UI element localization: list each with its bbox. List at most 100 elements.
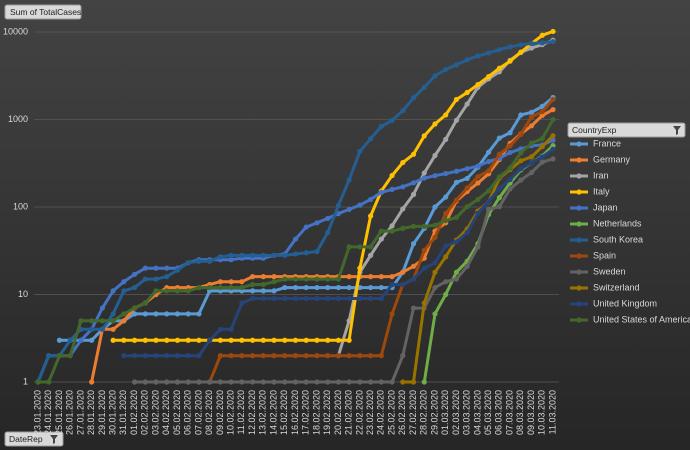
data-point bbox=[443, 254, 449, 260]
data-point bbox=[56, 337, 63, 343]
data-point bbox=[153, 288, 159, 294]
data-point bbox=[67, 337, 73, 343]
x-tick-label: 19.02.2020 bbox=[322, 390, 332, 435]
data-point bbox=[432, 152, 438, 159]
data-point bbox=[464, 229, 470, 236]
legend-swatch-marker bbox=[576, 237, 582, 243]
data-point bbox=[528, 140, 535, 146]
data-point bbox=[539, 154, 545, 160]
legend-field-button[interactable]: CountryExp bbox=[567, 122, 686, 138]
value-field-label: Sum of TotalCases bbox=[10, 7, 81, 17]
data-point bbox=[185, 353, 191, 359]
data-point bbox=[121, 337, 127, 343]
data-point bbox=[121, 288, 127, 294]
x-tick-label: 04.02.2020 bbox=[161, 390, 171, 435]
data-point bbox=[464, 263, 470, 269]
legend-swatch-marker bbox=[576, 269, 582, 275]
data-point bbox=[282, 337, 288, 343]
data-point bbox=[131, 311, 138, 317]
data-point bbox=[507, 149, 513, 156]
data-point bbox=[475, 244, 481, 250]
data-point bbox=[550, 116, 556, 123]
legend-swatch-marker bbox=[576, 173, 582, 179]
data-point bbox=[486, 50, 492, 56]
data-point bbox=[239, 279, 245, 285]
data-point bbox=[432, 269, 438, 275]
axis-field-button[interactable]: DateRep bbox=[4, 431, 64, 447]
data-point bbox=[217, 337, 223, 343]
data-point bbox=[260, 274, 266, 280]
legend-label: France bbox=[593, 138, 621, 148]
series bbox=[121, 146, 556, 359]
data-point bbox=[539, 135, 545, 142]
data-point bbox=[550, 107, 556, 113]
x-tick-label: 11.03.2020 bbox=[547, 390, 557, 434]
data-point bbox=[518, 166, 524, 172]
legend-swatch-marker bbox=[576, 221, 582, 227]
data-point bbox=[164, 353, 170, 359]
data-point bbox=[507, 143, 513, 149]
legend-swatch-marker bbox=[576, 141, 582, 147]
data-point bbox=[400, 206, 406, 212]
data-point bbox=[271, 295, 277, 302]
x-tick-label: 16.02.2020 bbox=[290, 390, 300, 435]
data-point bbox=[421, 170, 427, 176]
data-point bbox=[185, 288, 191, 294]
data-point bbox=[389, 228, 395, 234]
data-point bbox=[464, 89, 470, 96]
data-point bbox=[153, 337, 159, 343]
data-point bbox=[453, 269, 460, 275]
data-point bbox=[174, 267, 181, 273]
data-point bbox=[249, 353, 256, 359]
filter-icon bbox=[673, 126, 681, 135]
data-point bbox=[303, 224, 309, 230]
data-point bbox=[357, 353, 363, 359]
legend-swatch-marker bbox=[576, 189, 582, 195]
data-point bbox=[507, 130, 513, 136]
data-point bbox=[228, 279, 234, 285]
x-tick-label: 08.02.2020 bbox=[204, 390, 214, 435]
data-point bbox=[475, 53, 481, 59]
data-point bbox=[249, 337, 256, 343]
data-point bbox=[228, 252, 234, 258]
data-point bbox=[292, 295, 299, 302]
data-point bbox=[110, 311, 116, 317]
data-point bbox=[528, 169, 535, 176]
data-point bbox=[357, 379, 363, 385]
data-point bbox=[217, 379, 223, 385]
data-point bbox=[314, 248, 320, 255]
data-point bbox=[443, 279, 449, 285]
data-point bbox=[196, 379, 202, 385]
data-point bbox=[453, 117, 460, 123]
data-point bbox=[282, 379, 288, 385]
data-point bbox=[260, 353, 266, 359]
data-point bbox=[335, 295, 342, 302]
data-point bbox=[528, 160, 535, 166]
data-point bbox=[518, 49, 524, 55]
data-point bbox=[271, 274, 277, 280]
data-point bbox=[121, 311, 127, 317]
data-point bbox=[196, 311, 202, 317]
data-point bbox=[142, 311, 148, 317]
data-point bbox=[410, 223, 417, 230]
data-point bbox=[475, 163, 481, 169]
data-point bbox=[131, 353, 138, 359]
data-point bbox=[174, 379, 181, 385]
data-point bbox=[153, 276, 159, 282]
y-tick-label: 100 bbox=[13, 201, 28, 211]
data-point bbox=[282, 252, 288, 258]
y-tick-label: 1 bbox=[23, 376, 28, 386]
data-point bbox=[368, 196, 374, 203]
data-point bbox=[378, 228, 384, 234]
data-point bbox=[314, 220, 320, 226]
data-point bbox=[432, 234, 438, 240]
data-point bbox=[89, 326, 95, 332]
data-point bbox=[550, 96, 556, 103]
data-point bbox=[496, 151, 502, 157]
data-point bbox=[131, 271, 138, 277]
x-tick-label: 25.01.2020 bbox=[54, 390, 64, 435]
data-point bbox=[518, 177, 524, 183]
data-point bbox=[325, 353, 331, 359]
data-point bbox=[389, 223, 395, 229]
value-field-button[interactable]: Sum of TotalCases bbox=[4, 4, 82, 20]
